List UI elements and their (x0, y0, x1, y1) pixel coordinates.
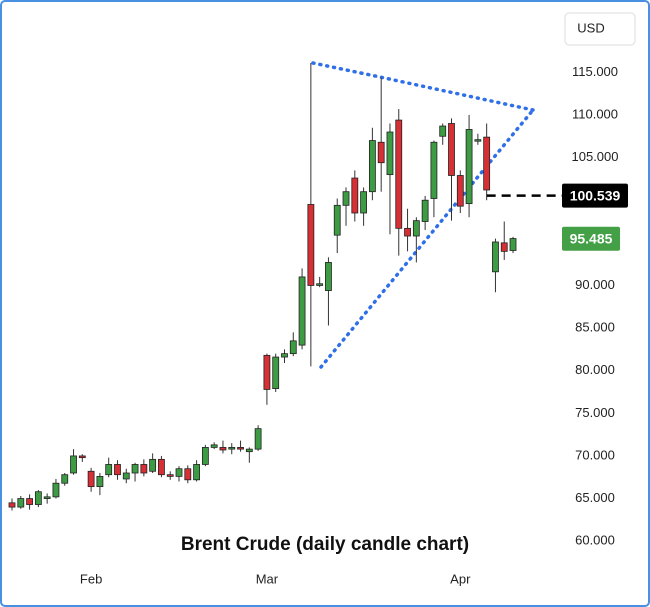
candle-body (210, 444, 218, 448)
candle-body (149, 458, 157, 472)
candle-body (377, 141, 385, 164)
candle-body (105, 464, 113, 476)
candle-body (8, 502, 16, 508)
trendline-lower (319, 108, 535, 369)
y-tick-label: 80.000 (575, 362, 615, 377)
candle-body (245, 448, 253, 453)
y-tick-label: 115.000 (572, 64, 618, 79)
candle-body (166, 474, 174, 477)
candle-body (307, 204, 315, 286)
candle-body (351, 177, 359, 214)
candle-body (316, 283, 324, 286)
candle-body (237, 447, 244, 450)
candle-body (263, 354, 271, 390)
candle-body (87, 470, 95, 488)
candle-body (158, 458, 165, 476)
candle-body (430, 141, 438, 199)
candle-body (342, 191, 350, 206)
candle-body (34, 491, 42, 505)
price-label: 95.485 (570, 230, 613, 246)
x-tick-label: Apr (450, 571, 471, 586)
candle-body (193, 464, 200, 481)
candle-body (465, 129, 473, 205)
candle-body (395, 119, 403, 229)
y-tick-label: 90.000 (575, 277, 615, 292)
candle-body (254, 428, 262, 450)
candle-body (289, 340, 297, 355)
candle-body (474, 139, 482, 142)
candle-body (184, 468, 192, 481)
candle-body (78, 455, 86, 459)
y-tick-label: 65.000 (575, 490, 615, 505)
candle-body (70, 455, 77, 474)
chart-title: Brent Crude (daily candle chart) (181, 534, 469, 555)
candle-body (43, 496, 51, 499)
y-tick-label: 110.000 (572, 106, 618, 121)
price-label: 100.539 (570, 187, 621, 203)
candle-body (52, 482, 60, 498)
candle-body (201, 447, 209, 465)
y-tick-label: 105.000 (572, 149, 619, 164)
candle-body (421, 199, 429, 222)
candle-body (439, 125, 447, 137)
candle-body (281, 353, 288, 358)
candle-body (175, 468, 183, 477)
candle-body (272, 356, 280, 389)
candle-body (228, 447, 236, 450)
currency-label: USD (577, 20, 604, 35)
candle-body (386, 131, 394, 176)
candle-body (360, 191, 368, 214)
trendline-upper (311, 61, 535, 112)
candle-body (61, 474, 69, 484)
candle-body (456, 175, 464, 207)
candle-body (96, 475, 104, 488)
candle-body (404, 227, 411, 237)
candle-body (448, 123, 455, 176)
currency-button[interactable] (564, 12, 636, 46)
candle-body (509, 238, 517, 251)
candle-body (500, 242, 508, 252)
candle-body (325, 262, 332, 291)
candle-body (219, 447, 227, 451)
candle-body (140, 464, 148, 474)
candle-body (114, 464, 121, 476)
y-tick-label: 70.000 (575, 447, 615, 462)
x-tick-label: Feb (80, 571, 102, 586)
candle-body (26, 498, 33, 505)
x-tick-label: Mar (256, 571, 279, 586)
y-tick-label: 60.000 (575, 533, 615, 548)
candle-body (333, 204, 341, 236)
y-tick-label: 75.000 (575, 405, 615, 420)
candle-body (412, 220, 420, 237)
price-label-box (562, 183, 628, 208)
price-label-box (562, 226, 620, 251)
candle-body (122, 472, 130, 480)
candle-body (131, 464, 139, 474)
candle-body (483, 136, 491, 191)
candle-body (492, 241, 499, 273)
candle-body (368, 140, 376, 193)
y-tick-label: 85.000 (575, 320, 615, 335)
candle-body (298, 276, 306, 346)
candle-body (17, 498, 25, 508)
